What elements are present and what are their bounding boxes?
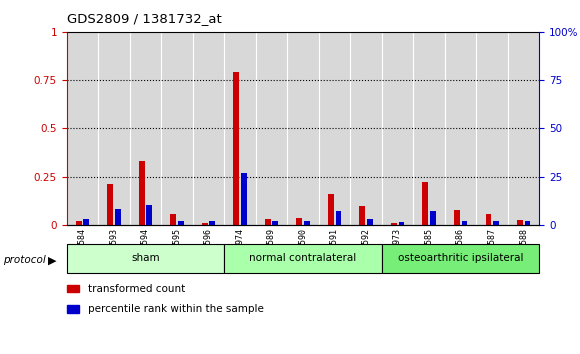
Bar: [350, 32, 382, 225]
Bar: [265, 219, 271, 225]
Bar: [178, 221, 184, 225]
Bar: [382, 32, 414, 225]
Bar: [202, 223, 208, 225]
Bar: [454, 210, 460, 225]
Text: protocol: protocol: [3, 255, 46, 265]
Bar: [304, 221, 310, 225]
Bar: [76, 221, 82, 225]
Bar: [84, 219, 89, 225]
Bar: [360, 206, 365, 225]
Bar: [139, 161, 144, 225]
Bar: [493, 221, 499, 225]
Bar: [367, 219, 373, 225]
Bar: [146, 205, 152, 225]
Bar: [193, 32, 224, 225]
Bar: [430, 211, 436, 225]
Text: normal contralateral: normal contralateral: [249, 253, 357, 263]
Bar: [241, 173, 246, 225]
Bar: [171, 214, 176, 225]
Text: GDS2809 / 1381732_at: GDS2809 / 1381732_at: [67, 12, 222, 25]
Bar: [98, 32, 130, 225]
Bar: [462, 221, 467, 225]
Bar: [130, 32, 161, 225]
Bar: [398, 222, 404, 225]
Bar: [328, 194, 334, 225]
Bar: [476, 32, 508, 225]
Bar: [391, 223, 397, 225]
Bar: [524, 221, 530, 225]
Text: osteoarthritic ipsilateral: osteoarthritic ipsilateral: [398, 253, 523, 263]
Text: sham: sham: [131, 253, 160, 263]
Bar: [508, 32, 539, 225]
Text: transformed count: transformed count: [88, 284, 186, 294]
Bar: [296, 218, 302, 225]
Bar: [273, 221, 278, 225]
Bar: [107, 184, 113, 225]
Text: ▶: ▶: [48, 255, 56, 265]
Bar: [422, 182, 428, 225]
Bar: [161, 32, 193, 225]
Bar: [485, 214, 491, 225]
Bar: [115, 209, 121, 225]
Bar: [287, 32, 319, 225]
Bar: [517, 220, 523, 225]
Bar: [224, 32, 256, 225]
Bar: [319, 32, 350, 225]
Bar: [209, 221, 215, 225]
Bar: [335, 211, 341, 225]
Bar: [256, 32, 287, 225]
Text: percentile rank within the sample: percentile rank within the sample: [88, 304, 264, 314]
Bar: [414, 32, 445, 225]
Bar: [445, 32, 476, 225]
Bar: [233, 72, 239, 225]
Bar: [67, 32, 98, 225]
